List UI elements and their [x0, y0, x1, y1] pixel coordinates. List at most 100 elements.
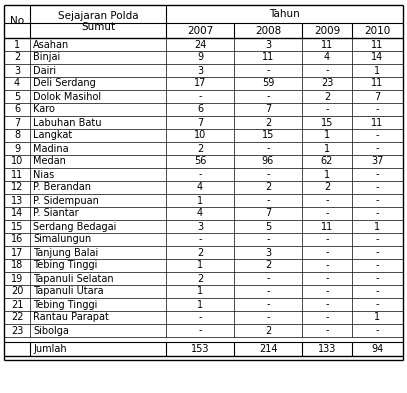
Text: 1: 1: [324, 130, 330, 141]
Text: 10: 10: [194, 130, 206, 141]
Text: Tahun: Tahun: [269, 9, 300, 19]
Text: Medan: Medan: [33, 156, 66, 167]
Text: 2010: 2010: [364, 26, 391, 35]
Text: Labuhan Batu: Labuhan Batu: [33, 118, 101, 127]
Text: 1: 1: [374, 222, 381, 231]
Text: 2007: 2007: [187, 26, 213, 35]
Text: 2009: 2009: [314, 26, 340, 35]
Text: 1: 1: [197, 299, 203, 310]
Text: 3: 3: [265, 40, 271, 50]
Text: 56: 56: [194, 156, 206, 167]
Text: 18: 18: [11, 261, 23, 270]
Text: 1: 1: [324, 169, 330, 180]
Text: 17: 17: [194, 79, 206, 88]
Text: Rantau Parapat: Rantau Parapat: [33, 312, 109, 323]
Text: 4: 4: [197, 209, 203, 219]
Text: Jumlah: Jumlah: [33, 344, 67, 354]
Text: 5: 5: [265, 222, 271, 231]
Text: -: -: [325, 286, 329, 296]
Text: 2: 2: [197, 143, 203, 154]
Text: 3: 3: [197, 66, 203, 75]
Text: Tapanuli Utara: Tapanuli Utara: [33, 286, 104, 296]
Text: 12: 12: [11, 182, 23, 193]
Text: Tebing Tinggi: Tebing Tinggi: [33, 261, 97, 270]
Text: -: -: [266, 92, 270, 101]
Text: 17: 17: [11, 248, 23, 257]
Text: Dairi: Dairi: [33, 66, 56, 75]
Text: Nias: Nias: [33, 169, 54, 180]
Text: 5: 5: [14, 92, 20, 101]
Text: -: -: [376, 105, 379, 114]
Text: -: -: [325, 261, 329, 270]
Text: -: -: [266, 195, 270, 206]
Text: 11: 11: [321, 40, 333, 50]
Text: -: -: [376, 248, 379, 257]
Text: 37: 37: [371, 156, 384, 167]
Text: 6: 6: [197, 105, 203, 114]
Text: -: -: [198, 325, 202, 336]
Text: 1: 1: [374, 66, 381, 75]
Text: Karo: Karo: [33, 105, 55, 114]
Text: 2: 2: [14, 53, 20, 62]
Text: 16: 16: [11, 235, 23, 244]
Text: Tebing Tinggi: Tebing Tinggi: [33, 299, 97, 310]
Text: 20: 20: [11, 286, 23, 296]
Text: 3: 3: [265, 248, 271, 257]
Text: -: -: [266, 235, 270, 244]
Text: 2: 2: [197, 248, 203, 257]
Text: 9: 9: [14, 143, 20, 154]
Text: 7: 7: [14, 118, 20, 127]
Text: 7: 7: [265, 209, 271, 219]
Text: 2: 2: [324, 92, 330, 101]
Text: 7: 7: [197, 118, 203, 127]
Text: Asahan: Asahan: [33, 40, 69, 50]
Text: 11: 11: [321, 222, 333, 231]
Text: 14: 14: [371, 53, 384, 62]
Text: 15: 15: [262, 130, 274, 141]
Text: 94: 94: [371, 344, 384, 354]
Text: 13: 13: [11, 195, 23, 206]
Text: 7: 7: [374, 92, 381, 101]
Text: -: -: [376, 130, 379, 141]
Text: 11: 11: [262, 53, 274, 62]
Text: -: -: [376, 182, 379, 193]
Text: 2: 2: [265, 182, 271, 193]
Text: -: -: [376, 261, 379, 270]
Text: Sibolga: Sibolga: [33, 325, 69, 336]
Text: 3: 3: [197, 222, 203, 231]
Text: Tapanuli Selatan: Tapanuli Selatan: [33, 274, 114, 283]
Text: -: -: [266, 274, 270, 283]
Text: 11: 11: [371, 40, 384, 50]
Text: 10: 10: [11, 156, 23, 167]
Text: -: -: [376, 299, 379, 310]
Text: -: -: [376, 169, 379, 180]
Text: 11: 11: [371, 79, 384, 88]
Text: 3: 3: [14, 66, 20, 75]
Text: 1: 1: [374, 312, 381, 323]
Text: P. Sidempuan: P. Sidempuan: [33, 195, 99, 206]
Text: 2008: 2008: [255, 26, 281, 35]
Text: 11: 11: [371, 118, 384, 127]
Text: -: -: [266, 312, 270, 323]
Text: 22: 22: [11, 312, 23, 323]
Text: Madina: Madina: [33, 143, 69, 154]
Text: 1: 1: [324, 143, 330, 154]
Text: 2: 2: [265, 118, 271, 127]
Text: 11: 11: [11, 169, 23, 180]
Text: -: -: [325, 195, 329, 206]
Text: 1: 1: [197, 195, 203, 206]
Text: Sejajaran Polda
Sumut: Sejajaran Polda Sumut: [58, 11, 138, 32]
Text: -: -: [266, 66, 270, 75]
Text: -: -: [198, 169, 202, 180]
Text: 6: 6: [14, 105, 20, 114]
Text: Simalungun: Simalungun: [33, 235, 91, 244]
Text: 19: 19: [11, 274, 23, 283]
Text: 9: 9: [197, 53, 203, 62]
Text: 23: 23: [11, 325, 23, 336]
Text: -: -: [376, 286, 379, 296]
Text: 153: 153: [191, 344, 209, 354]
Text: Langkat: Langkat: [33, 130, 72, 141]
Text: 15: 15: [321, 118, 333, 127]
Text: 2: 2: [324, 182, 330, 193]
Text: 2: 2: [265, 325, 271, 336]
